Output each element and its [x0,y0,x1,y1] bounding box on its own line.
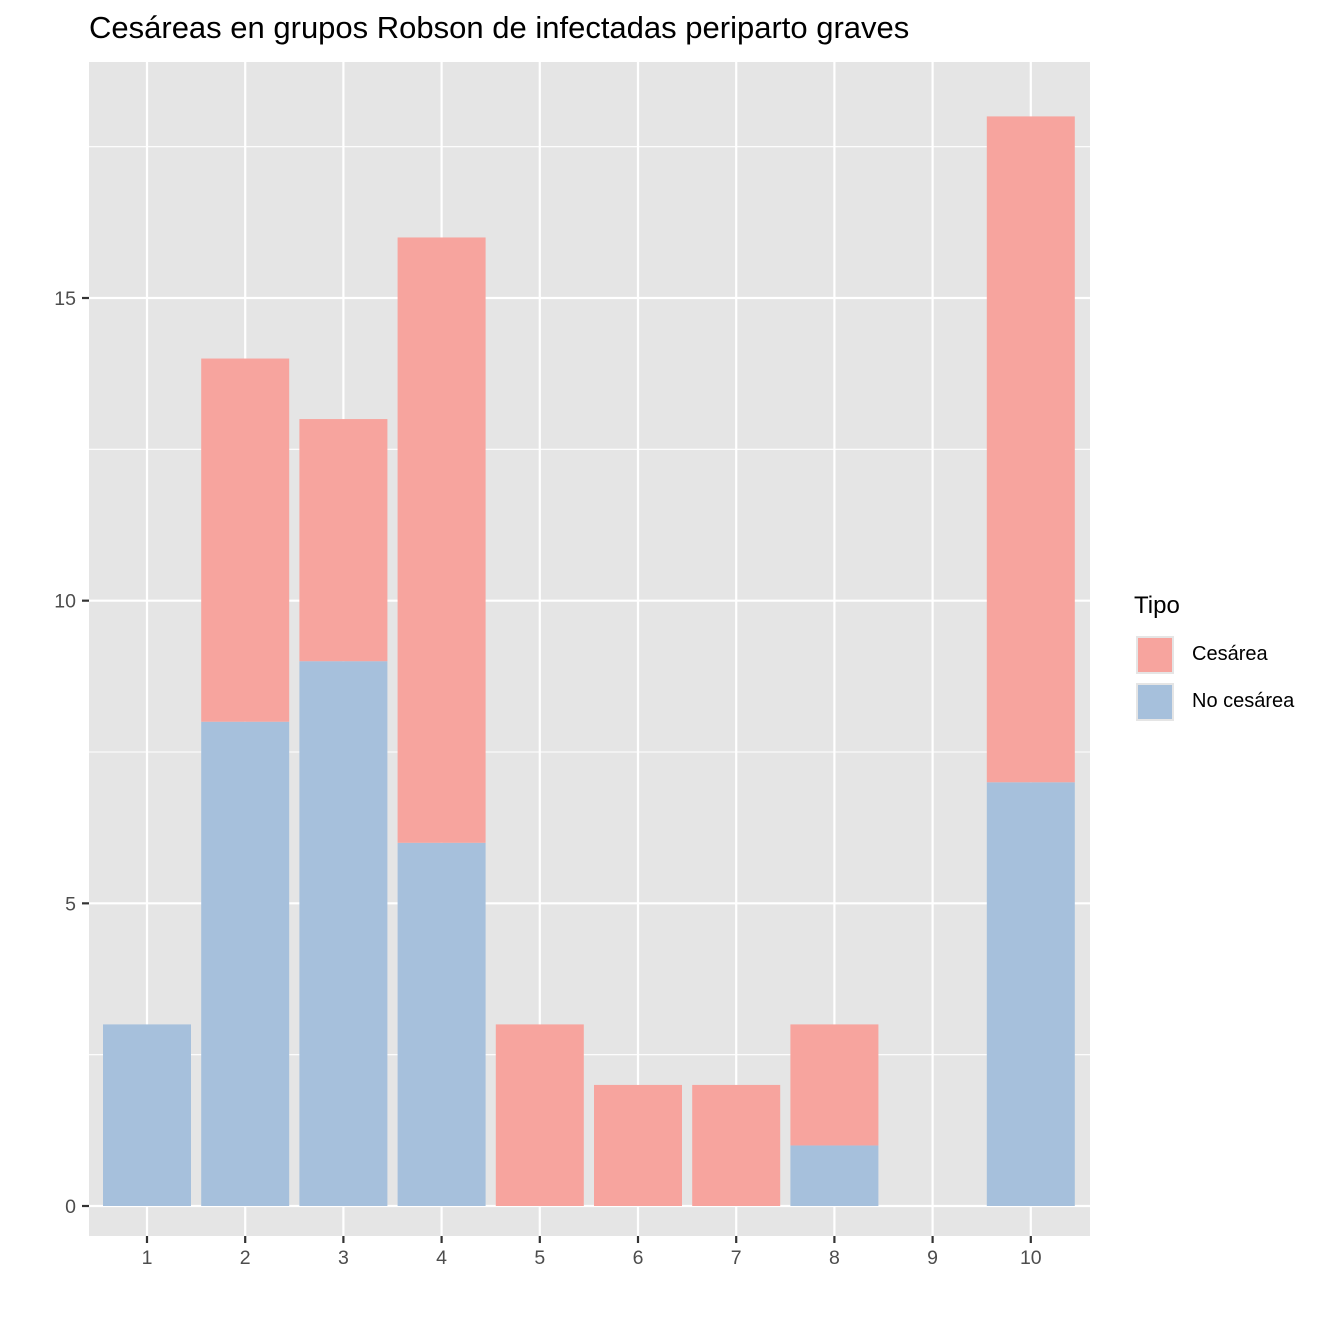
legend-key-cesarea [1134,633,1176,676]
x-tick-label: 4 [436,1247,447,1269]
bar-cesárea-group-8 [790,1024,879,1146]
x-tick-label: 10 [1020,1247,1042,1269]
x-tick-label: 8 [829,1247,840,1269]
y-tick-label: 5 [65,893,76,915]
legend-title: Tipo [1134,592,1180,619]
legend-label-cesarea: Cesárea [1192,643,1268,665]
x-tick-label: 2 [240,1247,251,1269]
legend-label-no-cesarea: No cesárea [1192,690,1295,712]
bar-cesárea-group-3 [299,419,388,662]
legend: Tipo Cesárea No cesárea [1134,592,1294,725]
bar-no-cesárea-group-10 [986,782,1075,1206]
bar-cesárea-group-10 [986,116,1075,783]
chart-title: Cesáreas en grupos Robson de infectadas … [89,10,910,45]
legend-item-no-cesarea: No cesárea [1134,678,1294,725]
bar-no-cesárea-group-3 [299,661,388,1206]
bar-cesárea-group-4 [397,237,486,843]
y-tick-label: 15 [54,288,76,310]
bar-no-cesárea-group-1 [103,1024,191,1206]
bar-cesárea-group-7 [692,1084,781,1206]
bar-cesárea-group-5 [495,1024,584,1206]
bar-cesárea-group-2 [201,358,290,722]
x-tick-label: 5 [534,1247,545,1269]
x-tick-label: 7 [731,1247,742,1269]
legend-key-no-cesarea [1134,680,1176,723]
x-tick-label: 3 [338,1247,349,1269]
bar-no-cesárea-group-4 [397,842,486,1206]
y-tick-label: 0 [65,1196,76,1218]
x-tick-label: 9 [927,1247,938,1269]
bar-no-cesárea-group-8 [790,1145,879,1206]
y-tick-label: 10 [54,591,76,613]
bar-cesárea-group-6 [594,1084,682,1206]
bar-no-cesárea-group-2 [201,721,290,1206]
x-tick-label: 1 [142,1247,153,1269]
x-tick-label: 6 [633,1247,644,1269]
legend-item-cesarea: Cesárea [1134,631,1294,678]
